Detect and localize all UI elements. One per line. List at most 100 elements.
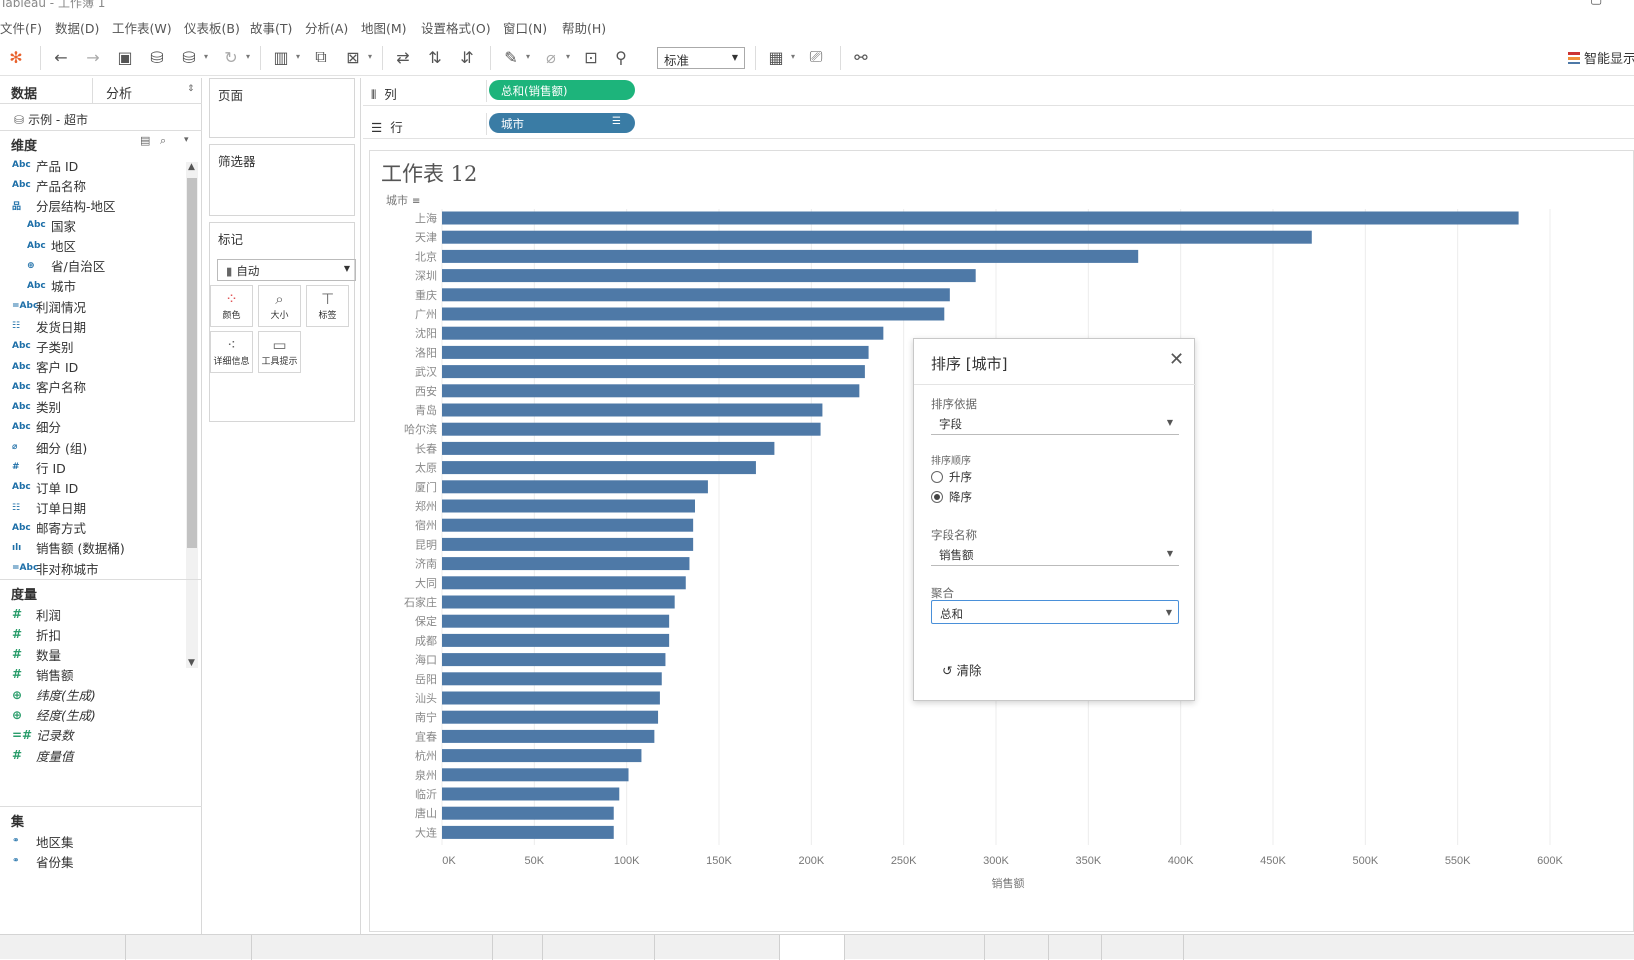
- category-label[interactable]: 青岛: [415, 403, 437, 417]
- dimension-item[interactable]: Abc 类别: [12, 397, 61, 417]
- bar[interactable]: [442, 672, 662, 686]
- dimension-item[interactable]: Abc 客户名称: [12, 377, 86, 397]
- dimension-item[interactable]: ⌀ 细分 (组): [12, 437, 87, 457]
- rows-shelf[interactable]: ☰ 行 城市 ☰: [363, 111, 1634, 139]
- dimension-item[interactable]: # 行 ID: [12, 457, 66, 477]
- bar[interactable]: [442, 480, 708, 494]
- bar[interactable]: [442, 441, 775, 455]
- dimension-item[interactable]: ⊕ 省/自治区: [27, 256, 105, 276]
- bar[interactable]: [442, 499, 695, 513]
- dimension-item[interactable]: Abc 产品 ID: [12, 155, 78, 175]
- measure-item[interactable]: # 度量值: [12, 745, 74, 765]
- dimensions-scrollbar[interactable]: ▲ ▼: [186, 162, 198, 668]
- bar[interactable]: [442, 403, 823, 417]
- bar[interactable]: [442, 768, 629, 782]
- columns-shelf[interactable]: ⫴ 列 总和(销售额): [363, 78, 1634, 106]
- pause-updates-icon[interactable]: ⛁: [178, 46, 208, 68]
- category-label[interactable]: 广州: [415, 308, 437, 321]
- bar[interactable]: [442, 576, 686, 590]
- new-datasource-icon[interactable]: ⛁: [150, 47, 164, 67]
- bar[interactable]: [442, 249, 1139, 263]
- sort-icon[interactable]: ≡: [412, 196, 420, 207]
- category-label[interactable]: 深圳: [415, 270, 437, 283]
- new-sheet-icon[interactable]: ▥: [270, 46, 300, 68]
- mark-type-dropdown[interactable]: ▮ 自动 ▼: [217, 259, 356, 281]
- menu-map[interactable]: 地图(M): [361, 21, 407, 36]
- clear-sheet-icon[interactable]: ⊠: [342, 46, 372, 68]
- category-label[interactable]: 北京: [415, 249, 437, 263]
- chevron-updown-icon[interactable]: ⇕: [187, 84, 195, 94]
- bar[interactable]: [442, 230, 1312, 244]
- category-label[interactable]: 海口: [415, 653, 437, 667]
- bar[interactable]: [442, 288, 950, 302]
- color-button[interactable]: ⁘ 颜色: [210, 285, 253, 327]
- clear-button[interactable]: ↺ 清除: [942, 660, 982, 679]
- bar[interactable]: [442, 461, 756, 475]
- category-label[interactable]: 大连: [415, 825, 437, 839]
- highlight-icon[interactable]: ✎: [500, 46, 530, 68]
- show-labels-icon[interactable]: ⊡: [584, 47, 598, 67]
- category-label[interactable]: 昆明: [415, 538, 437, 551]
- tooltip-button[interactable]: ▭ 工具提示: [258, 331, 301, 373]
- ascending-radio[interactable]: 升序: [931, 469, 972, 485]
- search-icon[interactable]: ⌕: [160, 134, 167, 147]
- bar[interactable]: [442, 787, 620, 801]
- dimension-item[interactable]: Abc 邮寄方式: [12, 518, 86, 538]
- smart-show-button[interactable]: 智能显示: [1568, 48, 1634, 67]
- bar[interactable]: [442, 384, 860, 398]
- save-icon[interactable]: ▣: [117, 47, 133, 67]
- x-axis-title[interactable]: 销售额: [992, 876, 1025, 890]
- bar[interactable]: [442, 326, 884, 340]
- dimension-item[interactable]: Abc 产品名称: [12, 175, 86, 195]
- sort-descending-icon[interactable]: ⇵: [460, 47, 474, 67]
- tab-analysis[interactable]: 分析: [106, 87, 133, 102]
- category-label[interactable]: 重庆: [415, 288, 437, 302]
- set-item[interactable]: ⚭ 地区集: [12, 831, 74, 851]
- category-label[interactable]: 郑州: [415, 499, 437, 513]
- bar[interactable]: [442, 595, 675, 609]
- scroll-down-icon[interactable]: ▼: [188, 658, 195, 668]
- dimension-item[interactable]: =Abc 非对称城市: [12, 558, 99, 578]
- menu-data[interactable]: 数据(D): [55, 21, 100, 36]
- group-icon[interactable]: ⌀: [540, 46, 570, 68]
- menu-window[interactable]: 窗口(N): [503, 21, 548, 36]
- dimension-item[interactable]: ☷ 发货日期: [12, 316, 86, 336]
- view-toggle-icon[interactable]: ▤: [140, 134, 151, 147]
- category-label[interactable]: 沈阳: [415, 326, 437, 340]
- columns-pill[interactable]: 总和(销售额): [489, 80, 635, 100]
- maximize-icon[interactable]: ▢: [1590, 0, 1602, 7]
- filters-card[interactable]: 筛选器: [209, 144, 355, 216]
- dimension-item[interactable]: ılı 销售额 (数据桶): [12, 538, 125, 558]
- dimension-item[interactable]: Abc 城市: [27, 276, 76, 296]
- category-label[interactable]: 武汉: [415, 366, 437, 379]
- bar[interactable]: [442, 653, 666, 667]
- presentation-mode-icon[interactable]: ⎚: [809, 47, 823, 66]
- category-label[interactable]: 太原: [415, 462, 437, 475]
- category-label[interactable]: 济南: [415, 557, 437, 571]
- category-label[interactable]: 保定: [415, 614, 437, 628]
- sort-ascending-icon[interactable]: ⇅: [428, 47, 442, 67]
- category-label[interactable]: 临沂: [415, 787, 437, 801]
- field-name-dropdown[interactable]: 销售额 ▼: [931, 542, 1179, 566]
- category-label[interactable]: 南宁: [415, 710, 437, 724]
- measure-item[interactable]: ⊕ 经度(生成): [12, 705, 96, 725]
- category-label[interactable]: 西安: [415, 384, 437, 398]
- dimension-item[interactable]: Abc 地区: [27, 236, 76, 256]
- label-button[interactable]: ⊤ 标签: [306, 285, 349, 327]
- category-label[interactable]: 杭州: [415, 749, 437, 763]
- measure-item[interactable]: =# 记录数: [12, 725, 74, 745]
- dimension-item[interactable]: =Abc 利润情况: [12, 296, 86, 316]
- bar[interactable]: [442, 806, 614, 820]
- minimize-icon[interactable]: —: [1543, 0, 1556, 7]
- menu-help[interactable]: 帮助(H): [562, 21, 607, 36]
- dimension-item[interactable]: Abc 子类别: [12, 336, 74, 356]
- rows-pill[interactable]: 城市 ☰: [489, 113, 635, 133]
- share-icon[interactable]: ⚯: [854, 47, 868, 67]
- category-label[interactable]: 长春: [415, 442, 437, 455]
- fit-dropdown[interactable]: 标准 ▼: [657, 47, 745, 69]
- menu-analysis[interactable]: 分析(A): [305, 21, 349, 36]
- bar[interactable]: [442, 211, 1519, 225]
- category-label[interactable]: 宿州: [415, 518, 437, 532]
- bar[interactable]: [442, 729, 655, 743]
- bar[interactable]: [442, 422, 821, 436]
